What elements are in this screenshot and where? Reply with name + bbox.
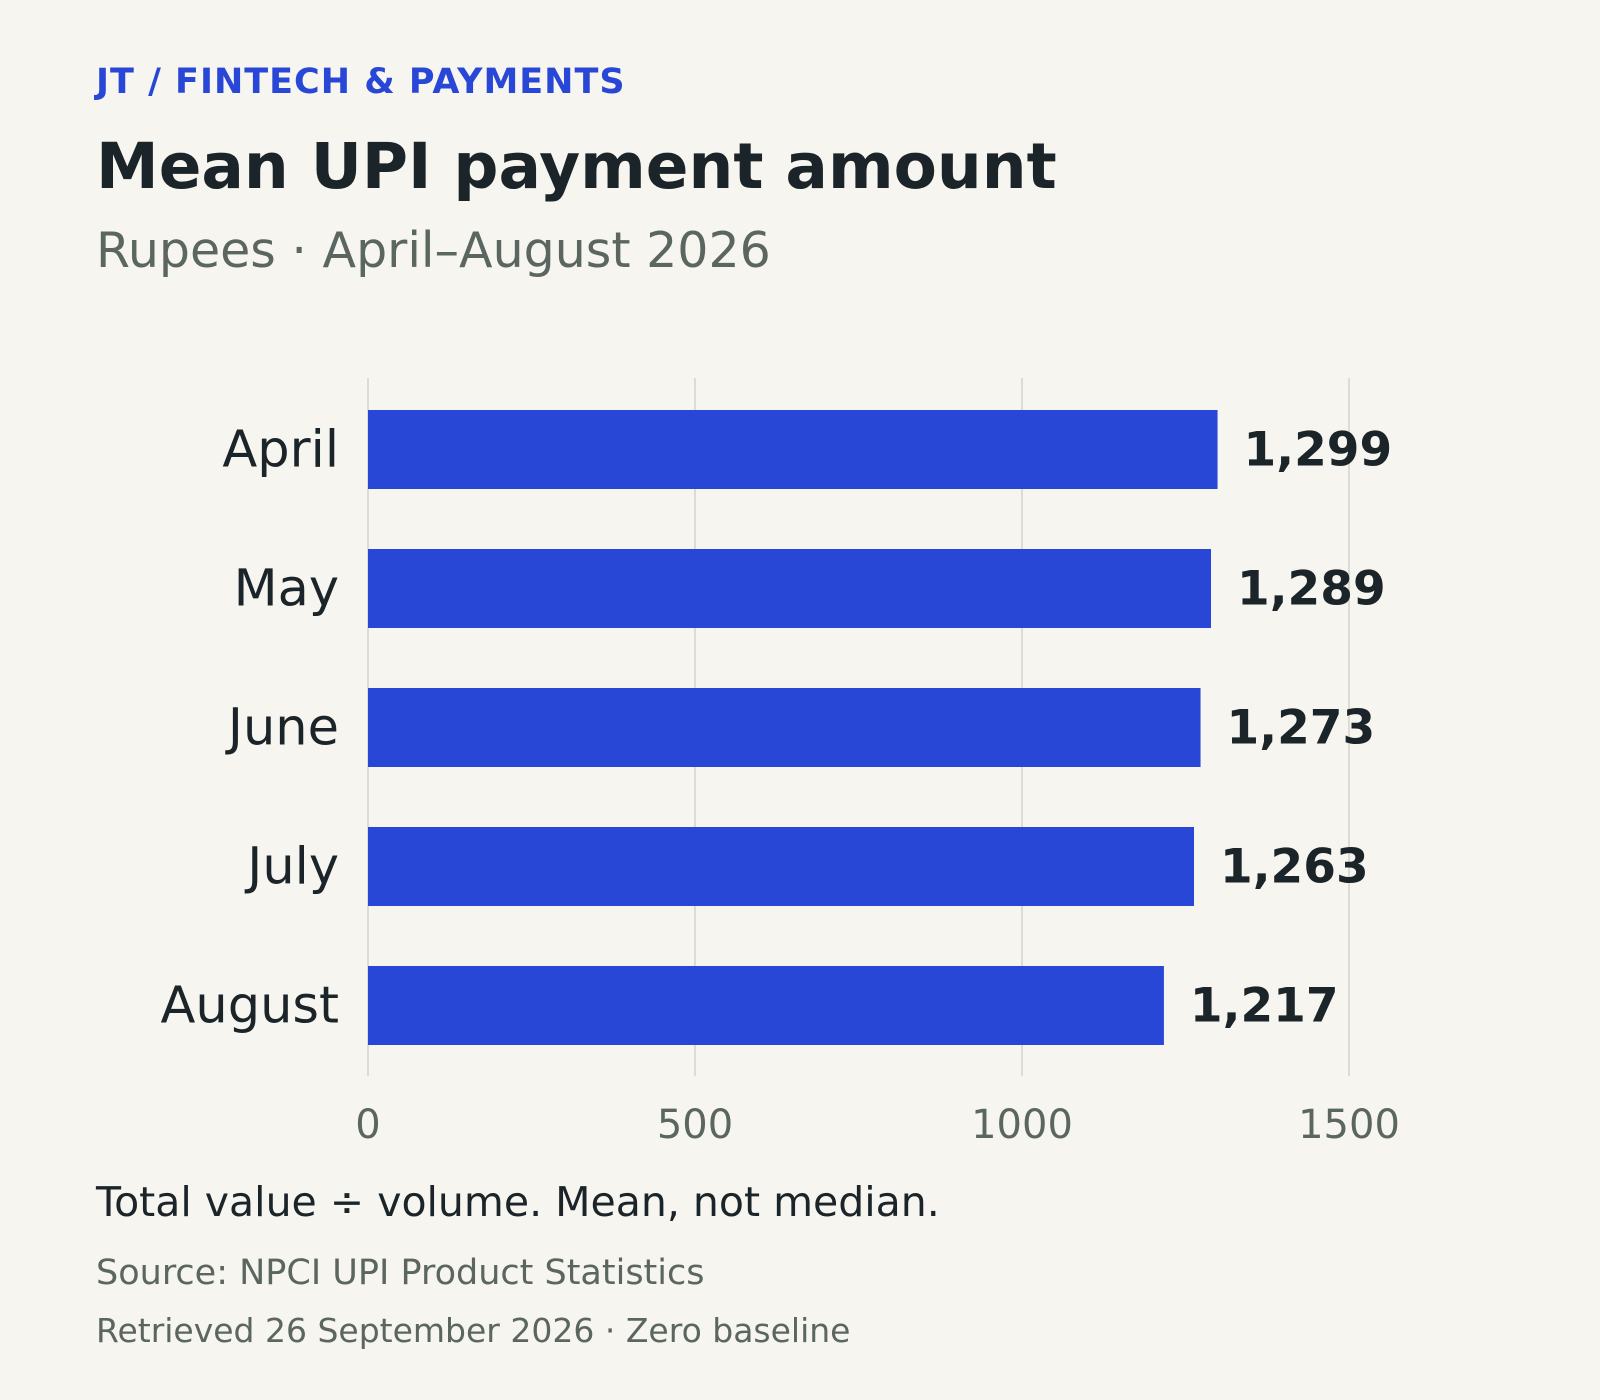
section-kicker: JT / FINTECH & PAYMENTS [96,62,626,102]
labels: 0 500 1000 1500 April 1,299 May 1,289 June 1,273 J… [161,421,1400,1149]
bar [368,827,1195,906]
x-tick-label: 1500 [1298,1102,1400,1148]
category-label: May [234,560,339,619]
category-label: July [244,838,339,897]
bar [368,549,1212,628]
bar [368,966,1164,1045]
x-tick-label: 500 [657,1102,733,1148]
x-tick-label: 0 [355,1102,380,1148]
bars [368,410,1218,1045]
value-label: 1,273 [1227,701,1376,756]
retrieved-line: Retrieved 26 September 2026 · Zero basel… [96,1311,851,1350]
value-label: 1,299 [1244,423,1393,478]
source-line: Source: NPCI UPI Product Statistics [96,1253,705,1293]
category-label: June [225,699,339,758]
category-label: April [222,421,339,480]
category-label: August [161,977,339,1036]
chart-subtitle: Rupees · April–August 2026 [96,222,771,279]
chart-note: Total value ÷ volume. Mean, not median. [96,1178,940,1226]
x-tick-label: 1000 [971,1102,1073,1148]
value-label: 1,289 [1237,562,1386,617]
bar [368,410,1218,489]
bar [368,688,1201,767]
value-label: 1,263 [1220,840,1369,895]
value-label: 1,217 [1190,979,1339,1034]
bar-chart: 0 500 1000 1500 April 1,299 May 1,289 June 1,273 J… [161,378,1400,1149]
chart-title: Mean UPI payment amount [96,130,1057,203]
